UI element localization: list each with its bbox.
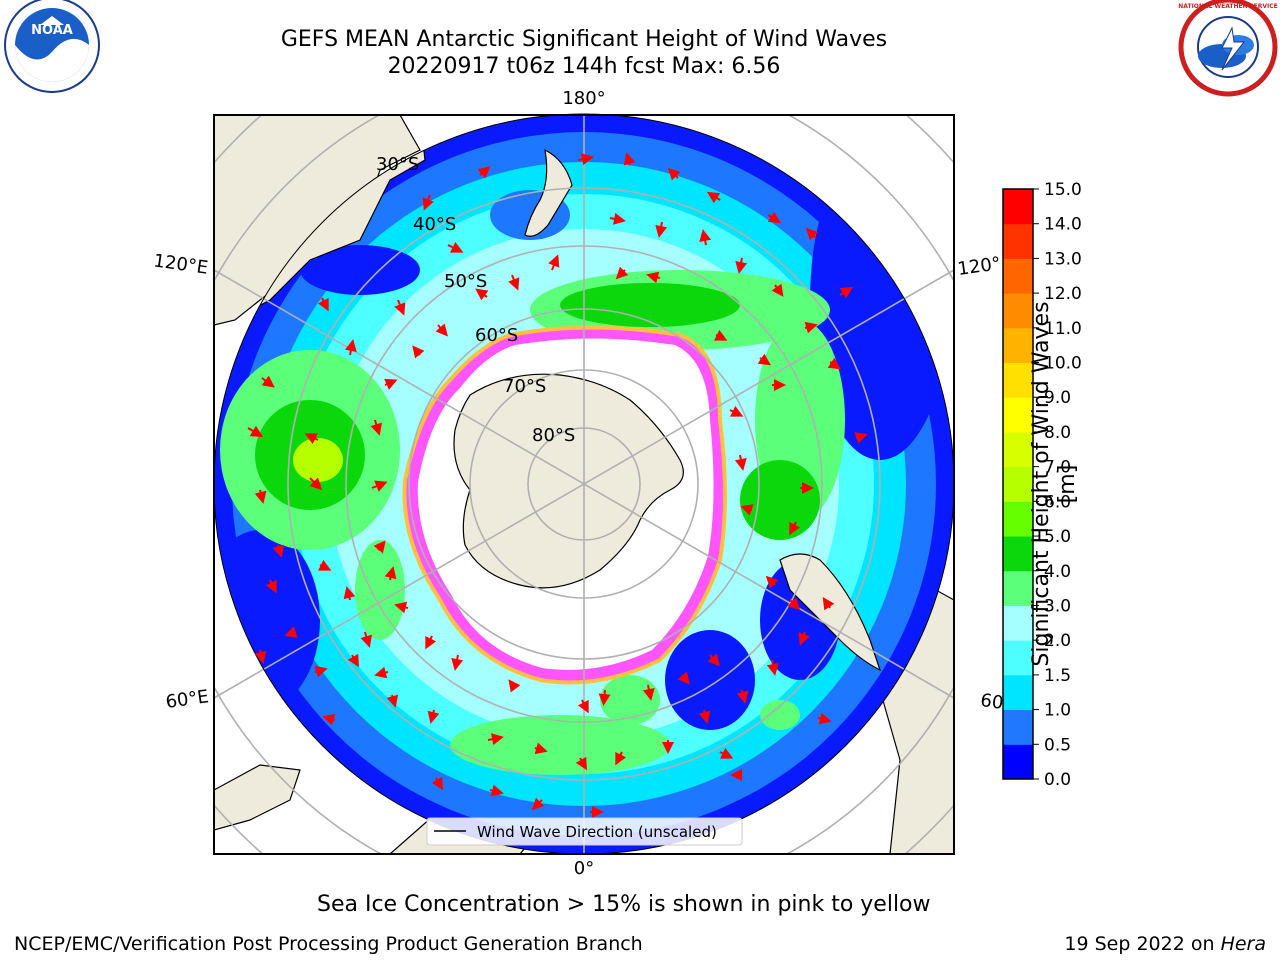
lon-label-120w: 120° [956,253,1002,280]
colorbar-segment [1003,536,1033,572]
map-frame [213,114,955,855]
colorbar-tick-label: 2.0 [1044,631,1071,651]
colorbar-segment [1003,570,1033,606]
lon-label-60e: 60°E [164,686,210,713]
lat-label-60s: 60°S [475,325,518,346]
colorbar-tick-label: 14.0 [1044,215,1082,235]
colorbar-tick-label: 9.0 [1044,388,1071,408]
colorbar-tick-label: 15.0 [1044,180,1082,200]
footer-date: 19 Sep 2022 on Hera [1064,933,1266,955]
nws-logo-text: NATIONAL WEATHER SERVICE [1178,3,1277,10]
colorbar-segment [1003,744,1033,780]
colorbar-segment [1003,674,1033,711]
colorbar-segment [1003,223,1033,259]
colorbar-segment [1003,709,1033,745]
colorbar-tick-label: 12.0 [1044,284,1082,304]
nws-logo: NATIONAL WEATHER SERVICE [1178,0,1278,97]
colorbar-segment [1003,397,1033,433]
lon-label-0: 0° [574,858,594,879]
colorbar-tick-label: 10.0 [1044,354,1082,374]
colorbar-tick-label: 0.5 [1044,735,1071,755]
colorbar-segment [1003,258,1033,294]
colorbar-tick-label: 13.0 [1044,249,1082,269]
wind-wave-arrows [247,152,868,818]
colorbar-segment [1003,327,1033,364]
chart-subtitle: 20220917 t06z 144h fcst Max: 6.56 [387,54,781,79]
footer-date-text: 19 Sep 2022 on [1064,933,1215,955]
colorbar-tick-label: 7.0 [1044,458,1071,478]
colorbar-tick-label: 1.0 [1044,701,1071,721]
colorbar-segment [1003,293,1033,329]
colorbar-segment [1003,466,1033,502]
colorbar-tick-label: 8.0 [1044,423,1071,443]
noaa-logo: NOAA [4,0,100,93]
graticule [213,115,955,854]
colorbar-segment [1003,640,1033,676]
colorbar-tick-label: 5.0 [1044,527,1071,547]
footer-machine: Hera [1220,933,1266,955]
colorbar-tick-label: 3.0 [1044,596,1071,616]
colorbar-tick-label: 1.5 [1044,666,1071,686]
colorbar-segment [1003,501,1033,537]
antarctica [453,373,684,589]
footer-credit: NCEP/EMC/Verification Post Processing Pr… [14,933,643,955]
lon-label-120e: 120°E [152,250,209,278]
colorbar-segment [1003,189,1033,225]
colorbar-frame [1002,188,1034,780]
map-legend: Wind Wave Direction (unscaled) [426,817,743,846]
noaa-logo-text: NOAA [31,23,73,38]
colorbar-tick-label: 6.0 [1044,492,1071,512]
lon-label-180: 180° [562,88,605,109]
colorbar-segment [1003,431,1033,468]
colorbar: 0.0 0.5 1.0 1.5 2.0 3.0 4.0 5.0 6.0 7.0 8.0 9.0 10.0… [1002,180,1082,790]
colorbar-tick-label: 0.0 [1044,770,1071,790]
legend-label: Wind Wave Direction (unscaled) [477,823,717,841]
lat-label-70s: 70°S [503,376,546,397]
colorbar-label: Significant Height of Wind Waves [m] [1029,301,1080,667]
colorbar-tick-label: 11.0 [1044,319,1082,339]
colorbar-segment [1003,605,1033,641]
footnote: Sea Ice Concentration > 15% is shown in … [317,892,931,917]
chart-title: GEFS MEAN Antarctic Significant Height o… [280,27,888,52]
lat-label-50s: 50°S [444,271,487,292]
colorbar-segment [1003,362,1033,398]
lat-label-30s: 30°S [376,154,419,175]
lat-label-80s: 80°S [532,425,575,446]
colorbar-tick-label: 4.0 [1044,562,1071,582]
lat-label-40s: 40°S [413,214,456,235]
